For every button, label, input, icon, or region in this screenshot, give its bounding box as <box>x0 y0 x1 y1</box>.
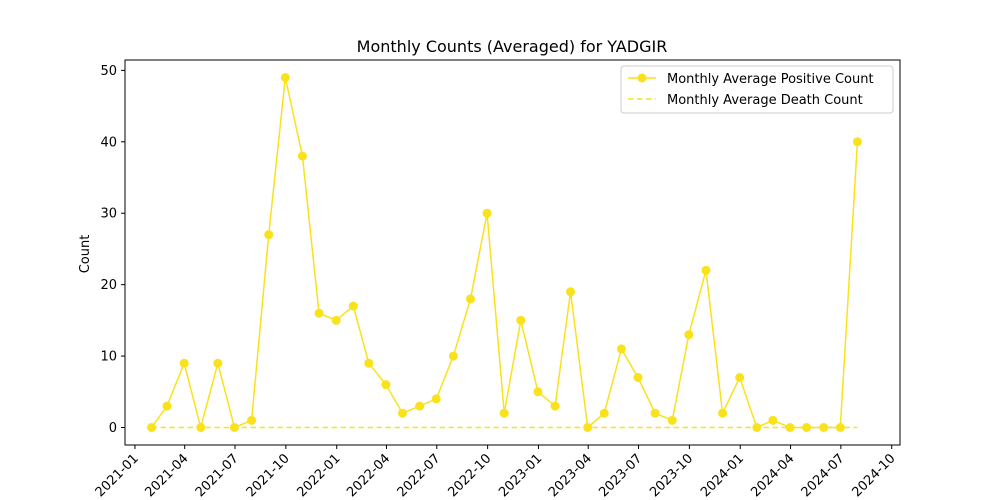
series-line-0 <box>150 77 859 431</box>
y-tick-label: 20 <box>100 278 117 293</box>
x-tick-label: 2022-10 <box>445 451 494 500</box>
data-point <box>566 287 576 297</box>
x-tick-label: 2022-01 <box>295 451 344 500</box>
data-point <box>247 415 257 425</box>
data-point <box>213 358 223 368</box>
legend-label-positive: Monthly Average Positive Count <box>667 72 874 87</box>
x-tick-label: 2021-10 <box>244 451 293 500</box>
data-point <box>280 73 290 82</box>
data-point <box>448 351 458 361</box>
data-point <box>314 308 324 318</box>
x-tick-label: 2024-01 <box>698 451 747 500</box>
data-point <box>550 401 560 411</box>
x-tick-label: 2021-01 <box>93 451 142 500</box>
data-point <box>516 315 526 325</box>
data-point <box>599 408 609 418</box>
x-tick-label: 2023-10 <box>647 451 696 500</box>
y-tick-label: 50 <box>100 64 117 79</box>
data-point <box>852 137 862 147</box>
series-layer <box>147 73 862 432</box>
x-tick-label: 2023-07 <box>596 451 645 500</box>
x-axis: 2021-01 2021-04 2021-07 2021-10 2022-01 2022-… <box>93 445 899 500</box>
y-tick-label: 30 <box>100 207 117 222</box>
data-point <box>431 394 441 404</box>
y-tick-label: 40 <box>100 135 117 150</box>
x-tick-label: 2024-07 <box>799 451 848 500</box>
x-tick-label: 2024-10 <box>850 451 899 500</box>
data-point <box>735 373 745 382</box>
data-point <box>616 344 626 354</box>
data-point <box>499 408 509 418</box>
chart-title: Monthly Counts (Averaged) for YADGIR <box>357 37 668 56</box>
data-point <box>785 423 795 432</box>
data-point <box>364 358 374 368</box>
data-point <box>667 415 677 425</box>
data-point <box>415 401 425 411</box>
data-point <box>718 408 728 418</box>
x-tick-label: 2021-04 <box>143 451 192 500</box>
data-point <box>398 408 407 418</box>
x-tick-label: 2023-01 <box>496 451 545 500</box>
legend-box <box>620 65 894 114</box>
data-point <box>768 415 778 425</box>
data-point <box>684 330 694 340</box>
data-point <box>819 423 829 432</box>
data-point <box>179 358 189 368</box>
x-tick-label: 2022-07 <box>395 451 444 500</box>
data-point <box>465 294 475 304</box>
y-axis-label: Count <box>78 235 93 274</box>
x-tick-label: 2022-04 <box>344 451 393 500</box>
data-point <box>264 230 274 240</box>
data-point <box>331 315 341 325</box>
data-point <box>802 423 812 432</box>
x-tick-label: 2023-04 <box>546 451 595 500</box>
data-point <box>482 208 492 218</box>
data-point <box>650 408 660 418</box>
plot-frame <box>124 59 901 446</box>
y-tick-label: 0 <box>109 421 117 436</box>
legend-label-death: Monthly Average Death Count <box>667 93 863 108</box>
y-tick-label: 10 <box>100 350 117 365</box>
y-axis: 0 10 20 30 40 50 <box>100 64 125 436</box>
data-point <box>162 401 172 411</box>
data-point <box>533 387 543 397</box>
data-point <box>348 301 358 311</box>
data-point <box>381 380 391 390</box>
legend-marker-positive <box>637 73 647 83</box>
legend: Monthly Average Positive Count Monthly A… <box>620 65 894 114</box>
x-tick-label: 2021-07 <box>193 451 242 500</box>
data-point <box>701 265 711 275</box>
data-point <box>297 151 307 161</box>
data-point <box>633 373 643 382</box>
x-tick-label: 2024-04 <box>748 451 797 500</box>
